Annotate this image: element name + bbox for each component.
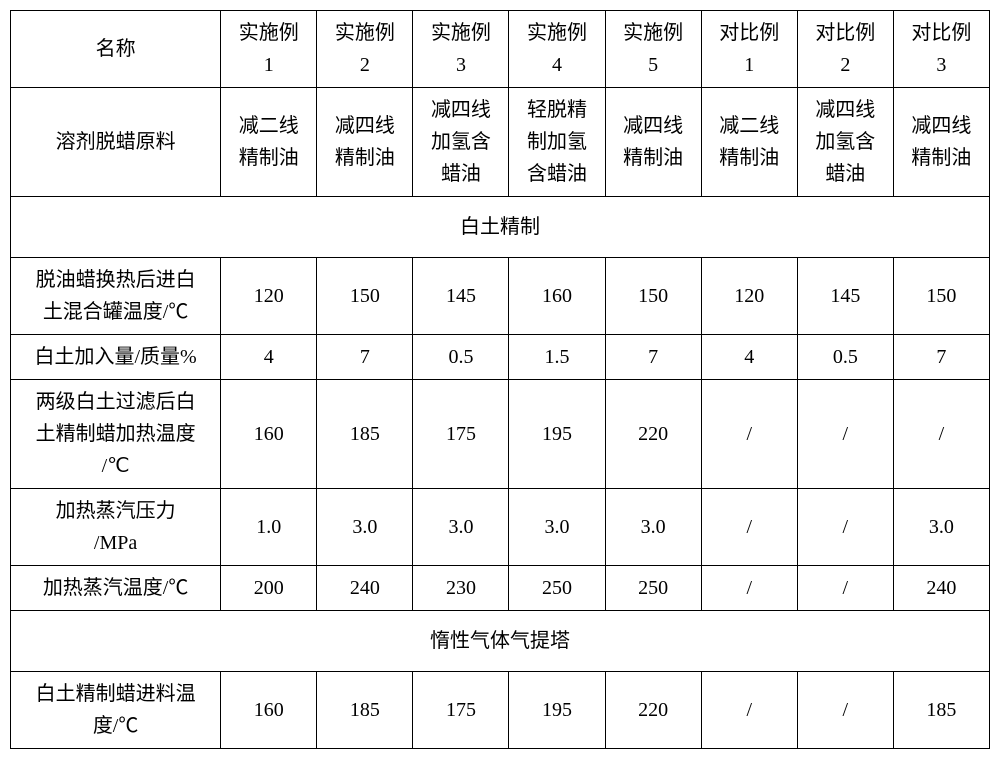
row-label: 加热蒸汽压力/MPa [11,489,221,566]
data-cell: 240 [317,566,413,611]
table-row: 白土加入量/质量%470.51.5740.57 [11,335,990,380]
data-cell: 4 [701,335,797,380]
data-cell: 145 [797,258,893,335]
data-cell: 减四线精制油 [893,88,989,197]
data-cell: / [701,380,797,489]
data-cell: 7 [605,335,701,380]
data-cell: / [797,380,893,489]
data-cell: 160 [221,380,317,489]
col-header: 对比例2 [797,11,893,88]
table-row: 加热蒸汽压力/MPa1.03.03.03.03.0//3.0 [11,489,990,566]
data-cell: 3.0 [893,489,989,566]
table-row: 溶剂脱蜡原料减二线精制油减四线精制油减四线加氢含蜡油轻脱精制加氢含蜡油减四线精制… [11,88,990,197]
row-label: 溶剂脱蜡原料 [11,88,221,197]
data-cell: 120 [701,258,797,335]
row-label: 两级白土过滤后白土精制蜡加热温度/℃ [11,380,221,489]
col-header: 实施例1 [221,11,317,88]
data-cell: 减四线精制油 [605,88,701,197]
data-cell: / [797,566,893,611]
data-cell: 150 [893,258,989,335]
data-cell: 1.5 [509,335,605,380]
data-cell: 145 [413,258,509,335]
data-cell: 250 [605,566,701,611]
table-body: 溶剂脱蜡原料减二线精制油减四线精制油减四线加氢含蜡油轻脱精制加氢含蜡油减四线精制… [11,88,990,749]
data-cell: 3.0 [605,489,701,566]
col-header: 实施例2 [317,11,413,88]
data-cell: 3.0 [317,489,413,566]
table-header-row: 名称 实施例1 实施例2 实施例3 实施例4 实施例5 对比例1 对比例2 对比… [11,11,990,88]
data-cell: 150 [317,258,413,335]
data-cell: 220 [605,380,701,489]
data-cell: 160 [509,258,605,335]
data-cell: 250 [509,566,605,611]
col-header: 对比例3 [893,11,989,88]
col-header: 实施例3 [413,11,509,88]
row-label: 脱油蜡换热后进白土混合罐温度/℃ [11,258,221,335]
row-label: 加热蒸汽温度/℃ [11,566,221,611]
col-header: 名称 [11,11,221,88]
data-cell: 1.0 [221,489,317,566]
data-cell: 减二线精制油 [701,88,797,197]
data-cell: / [701,566,797,611]
data-cell: 减四线精制油 [317,88,413,197]
data-cell: 4 [221,335,317,380]
data-cell: 230 [413,566,509,611]
data-cell: 0.5 [413,335,509,380]
data-cell: 3.0 [509,489,605,566]
table-row: 加热蒸汽温度/℃200240230250250//240 [11,566,990,611]
table-row: 白土精制 [11,197,990,258]
row-label: 白土加入量/质量% [11,335,221,380]
data-cell: 150 [605,258,701,335]
section-header: 惰性气体气提塔 [11,611,990,672]
table-row: 脱油蜡换热后进白土混合罐温度/℃120150145160150120145150 [11,258,990,335]
data-cell: 200 [221,566,317,611]
data-cell: 减四线加氢含蜡油 [797,88,893,197]
data-cell: / [893,380,989,489]
data-cell: 240 [893,566,989,611]
data-cell: 减四线加氢含蜡油 [413,88,509,197]
data-table: 名称 实施例1 实施例2 实施例3 实施例4 实施例5 对比例1 对比例2 对比… [10,10,990,749]
data-cell: 轻脱精制加氢含蜡油 [509,88,605,197]
data-cell: 减二线精制油 [221,88,317,197]
data-cell: 195 [509,380,605,489]
data-cell: 3.0 [413,489,509,566]
data-cell: 175 [413,380,509,489]
data-cell: 7 [893,335,989,380]
col-header: 实施例4 [509,11,605,88]
table-row: 两级白土过滤后白土精制蜡加热温度/℃160185175195220/// [11,380,990,489]
data-cell: / [797,489,893,566]
data-cell: / [701,489,797,566]
section-header: 白土精制 [11,197,990,258]
col-header: 实施例5 [605,11,701,88]
data-cell: 185 [317,380,413,489]
table-row: 惰性气体气提塔 [11,611,990,672]
col-header: 对比例1 [701,11,797,88]
data-cell: 120 [221,258,317,335]
data-cell: 0.5 [797,335,893,380]
data-cell: 7 [317,335,413,380]
